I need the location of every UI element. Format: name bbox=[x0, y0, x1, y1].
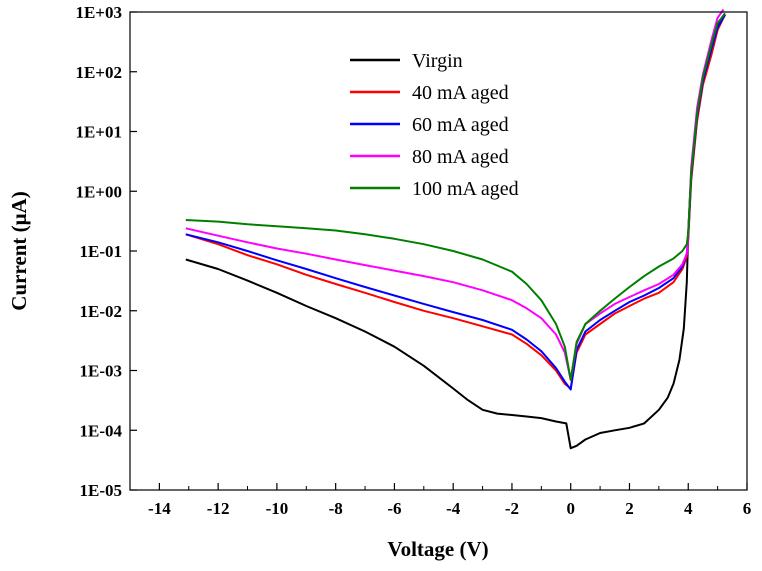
x-tick-label: 4 bbox=[684, 499, 693, 518]
y-tick-label: 1E-02 bbox=[80, 302, 123, 321]
x-tick-label: 6 bbox=[743, 499, 752, 518]
series-line-4 bbox=[185, 12, 726, 381]
y-tick-label: 1E+01 bbox=[75, 123, 122, 142]
legend-label-2: 60 mA aged bbox=[412, 114, 509, 136]
legend-label-3: 80 mA aged bbox=[412, 146, 509, 168]
y-tick-label: 1E-05 bbox=[80, 481, 123, 500]
y-tick-label: 1E+02 bbox=[75, 63, 122, 82]
series-line-0 bbox=[185, 14, 726, 450]
y-tick-label: 1E+03 bbox=[75, 3, 122, 22]
x-tick-label: 2 bbox=[625, 499, 634, 518]
x-tick-label: -10 bbox=[266, 499, 289, 518]
x-tick-label: 0 bbox=[566, 499, 575, 518]
x-tick-label: -14 bbox=[148, 499, 171, 518]
x-axis-title: Voltage (V) bbox=[387, 537, 488, 561]
y-tick-label: 1E+00 bbox=[75, 182, 122, 201]
x-tick-label: -8 bbox=[329, 499, 343, 518]
legend-label-4: 100 mA aged bbox=[412, 178, 519, 200]
y-axis-title: Current (μA) bbox=[7, 191, 31, 310]
x-tick-label: -6 bbox=[387, 499, 401, 518]
x-tick-label: -4 bbox=[446, 499, 461, 518]
y-tick-label: 1E-04 bbox=[80, 421, 123, 440]
x-tick-label: -2 bbox=[505, 499, 519, 518]
legend-label-0: Virgin bbox=[412, 50, 463, 72]
plot-lines bbox=[185, 8, 726, 450]
legend: Virgin 40 mA aged 60 mA aged 80 mA aged 100 … bbox=[350, 50, 519, 200]
y-tick-label: 1E-01 bbox=[80, 242, 123, 261]
legend-label-1: 40 mA aged bbox=[412, 82, 509, 104]
x-axis: -14 -12 -10 -8 -6 -4 -2 0 2 4 6 bbox=[148, 483, 751, 518]
y-tick-label: 1E-03 bbox=[80, 362, 123, 381]
x-tick-label: -12 bbox=[207, 499, 230, 518]
y-axis: 1E-05 1E-04 1E-03 1E-02 1E-01 1E+00 1E+01 1E+02… bbox=[75, 3, 137, 500]
